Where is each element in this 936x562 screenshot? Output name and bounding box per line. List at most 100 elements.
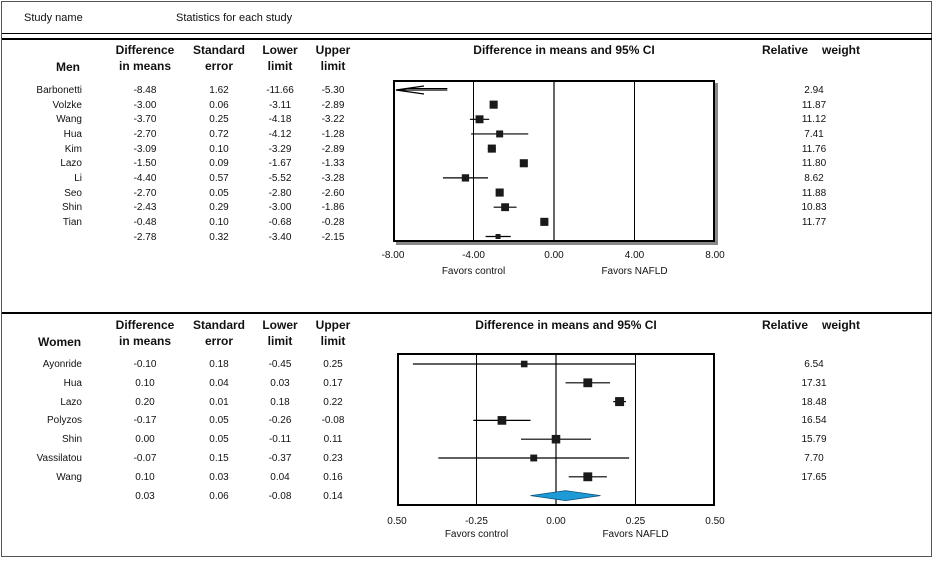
study-upper: 0.17 <box>323 377 343 389</box>
col-header-se-line2: error <box>204 59 233 73</box>
forest-plot-women <box>397 353 715 506</box>
col-header-weight: weight <box>822 43 860 57</box>
panel-top-rule <box>2 312 932 314</box>
summary-upper: 0.14 <box>323 490 343 502</box>
point-marker <box>461 174 470 182</box>
col-header-upper-line1: Upper <box>315 318 351 332</box>
study-upper: -0.28 <box>321 216 345 228</box>
header-divider <box>2 33 932 34</box>
x-tick-label: -8.00 <box>381 250 405 261</box>
col-header-lower-line2: limit <box>267 334 293 348</box>
point-marker <box>487 144 496 153</box>
study-upper: 0.11 <box>323 434 343 446</box>
study-diff: -3.00 <box>133 99 157 111</box>
group-label: Men <box>56 60 80 74</box>
study-lower: -11.66 <box>266 85 294 96</box>
study-upper: -2.89 <box>321 99 345 111</box>
study-upper: -1.33 <box>321 158 345 170</box>
study-weight: 11.76 <box>801 143 827 155</box>
col-header-lower-line2: limit <box>267 59 293 73</box>
study-se: 0.04 <box>209 377 229 389</box>
summary-diff: 0.03 <box>135 490 155 502</box>
study-weight: 17.31 <box>801 377 827 389</box>
study-weight: 7.70 <box>804 453 824 464</box>
study-se: 0.25 <box>209 114 229 126</box>
study-weight: 11.88 <box>801 187 827 199</box>
study-name: Vassilatou <box>36 453 82 464</box>
study-se: 0.57 <box>209 172 229 184</box>
study-name-header: Study name <box>24 12 83 24</box>
point-marker <box>497 416 507 425</box>
study-weight: 11.80 <box>801 158 827 170</box>
summary-marker <box>495 234 501 239</box>
study-diff: -0.17 <box>133 415 157 427</box>
study-se: 0.29 <box>209 202 229 214</box>
xlabel-left: Favors control <box>441 266 506 277</box>
point-marker <box>583 472 593 482</box>
study-diff: -0.10 <box>133 359 157 370</box>
col-header-upper-line2: limit <box>320 334 346 348</box>
study-upper: 0.22 <box>323 396 343 408</box>
point-marker <box>475 115 484 124</box>
study-lower: 0.03 <box>270 377 290 389</box>
study-se: 0.05 <box>209 415 229 427</box>
study-upper: -3.22 <box>321 114 345 126</box>
point-marker <box>551 434 561 444</box>
study-upper: 0.25 <box>323 359 343 370</box>
x-tick-label: -4.00 <box>462 250 485 261</box>
summary-se: 0.06 <box>209 490 229 502</box>
study-diff: -4.40 <box>133 172 157 184</box>
col-header-upper-line1: Upper <box>315 43 351 57</box>
study-se: 0.10 <box>209 143 229 155</box>
study-name: Seo <box>64 187 82 199</box>
study-upper: -1.86 <box>321 202 345 214</box>
study-se: 0.05 <box>209 434 229 446</box>
study-name: Polyzos <box>46 415 82 427</box>
study-name: Hua <box>63 377 82 389</box>
study-lower: -0.45 <box>268 359 292 370</box>
xlabel-left: Favors control <box>444 529 509 540</box>
study-diff: -0.07 <box>133 453 157 464</box>
col-header-relative: Relative <box>762 43 809 57</box>
x-tick-label: 0.00 <box>546 516 566 527</box>
study-upper: -1.28 <box>321 128 345 140</box>
box-shadow-right <box>715 83 718 245</box>
panel-top-rule <box>2 38 932 40</box>
x-tick-label: 0.00 <box>544 250 564 261</box>
summary-diff: -2.78 <box>133 231 157 243</box>
study-diff: -2.70 <box>133 128 157 140</box>
summary-lower: -0.08 <box>268 490 292 502</box>
summary-se: 0.32 <box>209 231 229 243</box>
col-header-diff-line2: in means <box>118 334 172 348</box>
point-marker <box>530 454 538 462</box>
study-name: Tian <box>62 216 82 228</box>
study-diff: 0.10 <box>135 377 155 389</box>
study-upper: -0.08 <box>321 415 345 427</box>
study-lower: -3.29 <box>268 143 292 155</box>
point-marker <box>540 217 549 226</box>
study-name: Shin <box>61 202 82 214</box>
xlabel-right: Favors NAFLD <box>601 266 668 277</box>
col-header-upper-line2: limit <box>320 59 346 73</box>
col-header-diff-line1: Difference <box>115 43 175 57</box>
x-tick-label: 0.50 <box>705 516 725 527</box>
col-header-diff-line2: in means <box>118 59 172 73</box>
study-diff: 0.10 <box>135 471 155 483</box>
point-marker <box>615 397 625 407</box>
point-marker <box>501 203 510 212</box>
study-name: Wang <box>56 471 82 483</box>
summary-lower: -3.40 <box>268 231 292 243</box>
point-marker <box>496 130 504 138</box>
study-diff: 0.20 <box>135 396 155 408</box>
study-upper: -2.60 <box>321 187 345 199</box>
study-se: 1.62 <box>209 85 229 96</box>
study-weight: 15.79 <box>801 434 827 446</box>
point-marker <box>519 159 528 168</box>
study-lower: -3.00 <box>268 202 292 214</box>
study-name: Shin <box>61 434 82 446</box>
study-se: 0.09 <box>209 158 229 170</box>
study-upper: 0.16 <box>323 471 343 483</box>
study-weight: 16.54 <box>801 415 827 427</box>
ci-arrow <box>395 85 425 95</box>
box-shadow-bottom <box>396 242 718 245</box>
